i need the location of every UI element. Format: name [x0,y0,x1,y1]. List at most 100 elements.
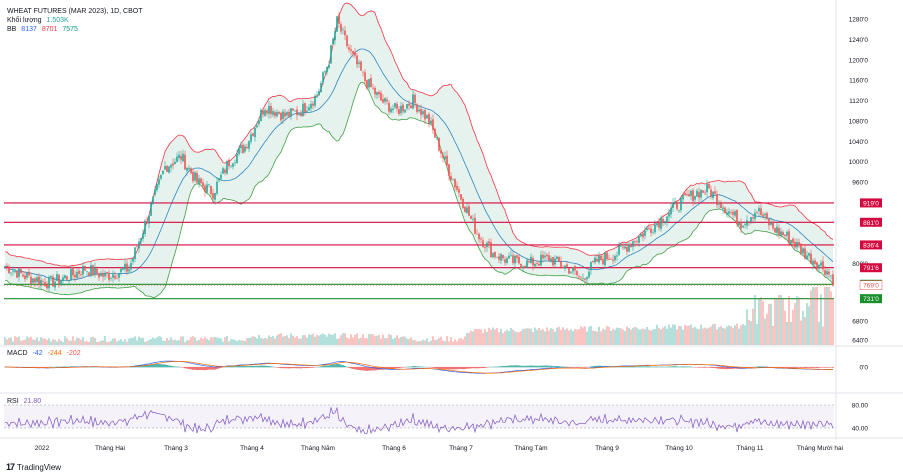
macd-histogram-bar [440,367,442,369]
volume-bar [398,338,400,345]
volume-bar [82,336,84,345]
bb-legend: BB 8137 8701 7575 [7,25,78,34]
macd-histogram-bar [498,366,500,368]
volume-bar [338,338,340,345]
candle-body [450,176,452,180]
volume-bar [416,341,418,345]
macd-histogram-bar [502,365,504,368]
volume-bar [100,340,102,345]
candle-body [304,103,306,113]
volume-bar [288,338,290,345]
volume-bar [822,326,824,345]
macd-histogram-bar [758,366,760,368]
candle-body [236,153,238,164]
volume-bar [730,326,732,345]
volume-bar [658,327,660,345]
macd-histogram-bar [356,367,358,370]
candle-body [402,104,404,112]
candle-body [822,261,824,270]
volume-bar [650,330,652,345]
candle-body [652,232,654,234]
volume-bar [324,334,326,345]
candle-body [530,256,532,264]
candle-body [502,254,504,259]
volume-bar [358,338,360,345]
macd-histogram-bar [790,367,792,368]
macd-histogram-bar [244,365,246,368]
macd-histogram-bar [760,366,762,368]
candle-body [296,109,298,116]
volume-bar [388,334,390,345]
macd-histogram-bar [524,365,526,368]
price-level-label: 919'0 [863,200,879,207]
candle-body [136,246,138,247]
candle-body [278,112,280,114]
candle-body [558,256,560,263]
candle-body [478,233,480,240]
volume-bar [496,327,498,345]
candle-body [374,87,376,95]
macd-histogram-bar [562,366,564,368]
macd-histogram-bar [234,366,236,368]
candle-body [500,254,502,261]
macd-histogram-bar [446,367,448,370]
candle-body [370,78,372,88]
candle-body [552,257,554,266]
macd-histogram-bar [750,367,752,368]
candle-body [392,108,394,110]
volume-bar [126,341,128,345]
macd-histogram-bar [832,367,834,368]
candle-body [376,92,378,96]
candle-body [22,274,24,277]
candle-body [546,254,548,257]
candle-body [486,242,488,248]
macd-histogram-bar [552,366,554,368]
volume-bar [118,340,120,345]
volume-bar [646,327,648,345]
candle-body [660,217,662,229]
candle-body [462,198,464,209]
macd-histogram-bar [546,365,548,368]
volume-bar [224,337,226,345]
macd-histogram-bar [306,367,308,369]
volume-bar [26,336,28,345]
volume-bar [776,299,778,345]
candle-body [620,246,622,247]
candle-body [86,271,88,272]
macd-histogram-bar [700,367,702,368]
volume-bar [602,328,604,345]
candle-body [314,96,316,106]
candle-body [340,24,342,32]
volume-bar [832,299,834,345]
volume-bar [472,331,474,345]
macd-histogram-bar [766,366,768,368]
candle-body [678,210,680,211]
candle-body [776,226,778,233]
candle-body [182,153,184,162]
candle-body [266,110,268,114]
macd-histogram-bar [716,367,718,369]
volume-bar [488,327,490,345]
volume-bar [286,335,288,345]
volume-bar [374,336,376,345]
candle-body [518,256,520,264]
candle-body [364,72,366,81]
candle-body [192,171,194,182]
candle-body [224,169,226,173]
candle-body [368,79,370,88]
macd-histogram-bar [64,366,66,368]
volume-bar [194,337,196,345]
candle-body [348,47,350,50]
candle-body [482,240,484,247]
candle-body [286,112,288,116]
rsi-line [5,406,834,435]
volume-bar [62,341,64,345]
candle-body [226,161,228,174]
time-axis-label: Tháng Hai [95,445,125,452]
macd-histogram-bar [418,366,420,368]
macd-histogram-bar [814,367,816,368]
volume-bar [460,338,462,345]
volume-bar [170,337,172,345]
macd-histogram-bar [650,366,652,368]
